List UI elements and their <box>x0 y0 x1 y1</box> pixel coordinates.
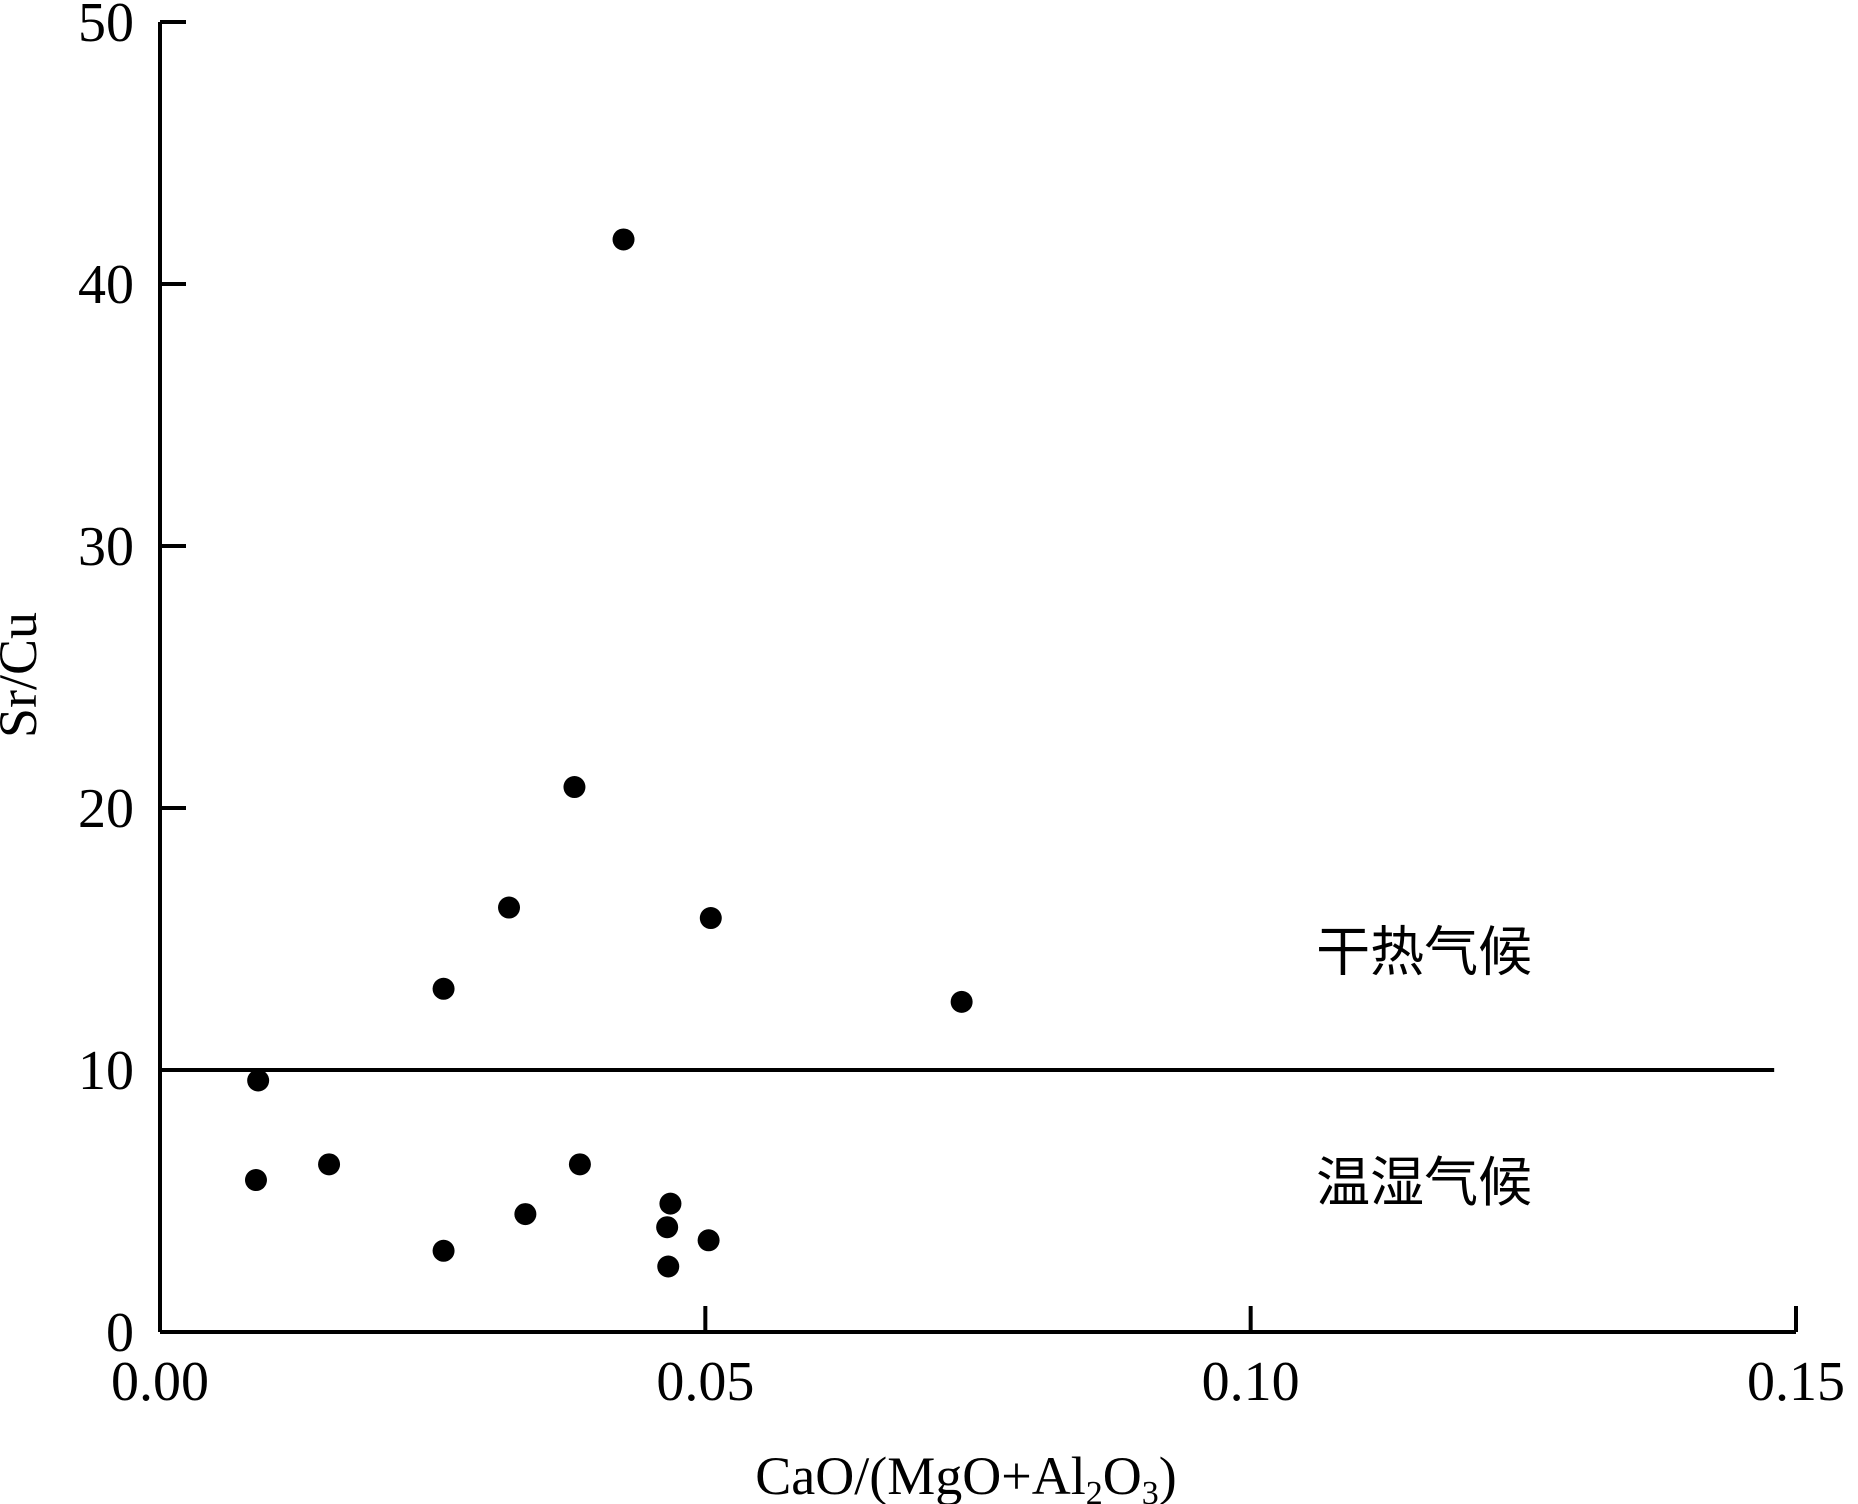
region-label-warm-humid: 温湿气候 <box>1316 1151 1532 1214</box>
data-point <box>563 776 586 799</box>
data-point <box>498 896 521 919</box>
y-tick-label: 20 <box>78 778 134 840</box>
x-axis-label: CaO/(MgO+Al2O3) <box>755 1446 1176 1504</box>
x-tick-label: 0.05 <box>656 1351 754 1413</box>
x-tick-label: 0.15 <box>1747 1351 1845 1413</box>
y-tick-label: 10 <box>78 1040 134 1102</box>
x-tick-label: 0.10 <box>1202 1351 1300 1413</box>
data-point <box>568 1153 591 1176</box>
x-axis-label-part: ) <box>1159 1446 1177 1504</box>
data-point <box>612 228 635 251</box>
x-axis-label-subscript: 3 <box>1142 1475 1159 1504</box>
data-point <box>514 1203 537 1226</box>
data-point <box>657 1255 680 1278</box>
data-point <box>244 1169 267 1192</box>
data-point <box>318 1153 341 1176</box>
data-point <box>659 1192 682 1215</box>
y-tick-label: 40 <box>78 254 134 316</box>
x-axis-label-part: O <box>1103 1446 1142 1504</box>
y-tick-label: 50 <box>78 0 134 54</box>
x-tick-label: 0.00 <box>111 1351 209 1413</box>
region-label-dry-hot: 干热气候 <box>1316 920 1532 983</box>
y-tick-label: 0 <box>106 1302 134 1364</box>
y-axis-label: Sr/Cu <box>0 612 48 738</box>
data-point <box>699 907 722 930</box>
data-point <box>432 977 455 1000</box>
x-axis-label-subscript: 2 <box>1086 1475 1103 1504</box>
y-tick-label: 30 <box>78 516 134 578</box>
data-point <box>247 1069 270 1092</box>
data-points <box>244 228 973 1278</box>
data-point <box>697 1229 720 1252</box>
x-axis-label-part: CaO/(MgO+Al <box>755 1446 1085 1504</box>
data-point <box>432 1239 455 1262</box>
data-point <box>950 990 973 1013</box>
data-point <box>656 1216 679 1239</box>
axes: 0 10 20 30 40 50 0.00 0.05 0.10 0.15 <box>78 0 1845 1413</box>
